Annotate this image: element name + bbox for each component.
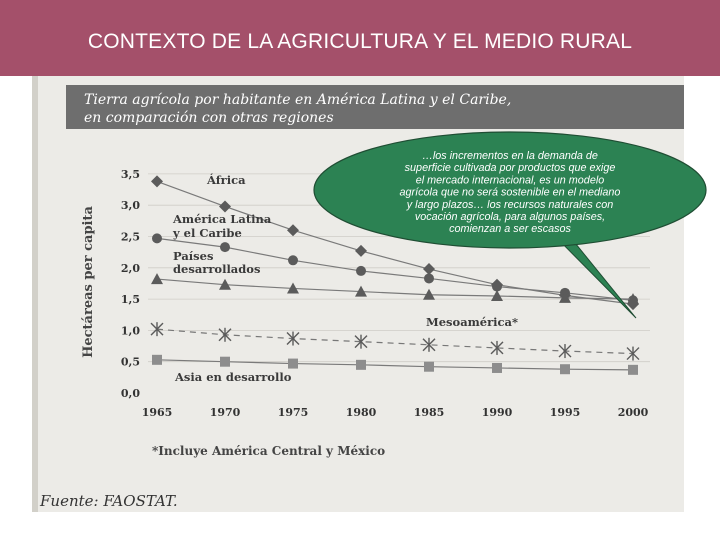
series-line	[156, 278, 634, 300]
y-tick-label: 2,0	[121, 262, 140, 275]
series-label: Asia en desarrollo	[174, 370, 292, 384]
x-tick-label: 1995	[550, 406, 581, 419]
data-point-asterisk	[490, 340, 504, 355]
footnote: *Incluye América Central y México	[152, 444, 385, 458]
data-point-asterisk	[354, 334, 368, 349]
x-tick-label: 1990	[482, 406, 513, 419]
y-tick-label: 1,5	[121, 293, 140, 306]
series-label: Mesoamérica*	[426, 315, 518, 329]
data-point-asterisk	[286, 331, 300, 346]
callout-text-line: superficie cultivada por productos que e…	[405, 162, 616, 174]
x-tick-label: 1980	[346, 406, 377, 419]
data-point-asterisk	[218, 327, 232, 342]
data-point-circle	[152, 233, 162, 244]
data-point-square	[152, 354, 162, 365]
data-point-triangle	[219, 278, 231, 290]
y-tick-label: 2,5	[121, 231, 140, 244]
callout-joint	[539, 221, 561, 233]
series-line	[156, 328, 634, 355]
series-label: África	[206, 173, 246, 187]
data-point-diamond	[151, 175, 163, 188]
data-point-square	[492, 362, 502, 373]
series-line	[156, 237, 634, 301]
data-point-asterisk	[558, 344, 572, 359]
data-point-triangle	[627, 293, 639, 305]
data-point-circle	[356, 265, 366, 276]
chart-title-line: en comparación con otras regiones	[84, 110, 334, 126]
x-tick-label: 2000	[618, 406, 649, 419]
data-point-triangle	[423, 288, 435, 300]
series-label: desarrollados	[173, 262, 260, 276]
data-point-triangle	[559, 291, 571, 303]
series-label: América Latina	[172, 212, 272, 226]
callout-text-line: el mercado internacional, es un modelo	[416, 174, 604, 186]
data-point-triangle	[355, 285, 367, 297]
data-point-circle	[220, 242, 230, 253]
data-point-asterisk	[626, 346, 640, 361]
data-point-circle	[288, 255, 298, 266]
data-point-square	[356, 359, 366, 370]
chart-title-line: Tierra agrícola por habitante en América…	[84, 92, 511, 108]
callout-text-line: agrícola que no será sostenible en el me…	[400, 187, 621, 199]
data-point-diamond	[219, 200, 231, 213]
x-tick-label: 1985	[414, 406, 445, 419]
x-tick-label: 1975	[278, 406, 309, 419]
data-point-square	[628, 364, 638, 375]
data-point-triangle	[491, 289, 503, 301]
data-point-square	[288, 358, 298, 369]
data-point-asterisk	[422, 337, 436, 352]
data-point-square	[424, 361, 434, 372]
series-label: Países	[173, 249, 213, 263]
callout-bubble	[313, 131, 707, 249]
y-tick-label: 0,0	[121, 387, 140, 400]
data-point-diamond	[287, 224, 299, 237]
series-line	[156, 359, 634, 371]
data-point-diamond	[355, 244, 367, 257]
slide-title: CONTEXTO DE LA AGRICULTURA Y EL MEDIO RU…	[87, 30, 633, 53]
callout-text-line: vocación agrícola, para algunos países,	[415, 211, 605, 223]
series-label: y el Caribe	[172, 226, 242, 240]
y-tick-label: 1,0	[121, 324, 140, 337]
callout-text-line: y largo plazos… los recursos naturales c…	[406, 199, 613, 211]
slide-header: CONTEXTO DE LA AGRICULTURA Y EL MEDIO RU…	[0, 0, 720, 76]
x-tick-label: 1970	[210, 406, 241, 419]
y-tick-label: 3,0	[121, 199, 140, 212]
callout-text-line: …los incrementos en la demanda de	[422, 150, 598, 162]
y-tick-label: 3,5	[121, 168, 140, 181]
data-point-triangle	[151, 273, 163, 285]
callout-text-line: comienzan a ser escasos	[449, 223, 571, 235]
y-tick-label: 0,5	[121, 356, 140, 369]
data-point-square	[220, 356, 230, 367]
scan-page-edge	[32, 76, 38, 512]
data-point-diamond	[423, 263, 435, 276]
chart-title-banner	[66, 85, 684, 129]
data-point-triangle	[287, 282, 299, 294]
source-note: Fuente: FAOSTAT.	[39, 492, 178, 510]
data-point-circle	[424, 273, 434, 284]
x-tick-label: 1965	[142, 406, 173, 419]
data-point-asterisk	[150, 322, 164, 337]
data-point-circle	[492, 281, 502, 292]
y-axis-label: Hectáreas per capita	[81, 206, 96, 358]
series-line	[156, 180, 634, 305]
data-point-square	[560, 364, 570, 375]
